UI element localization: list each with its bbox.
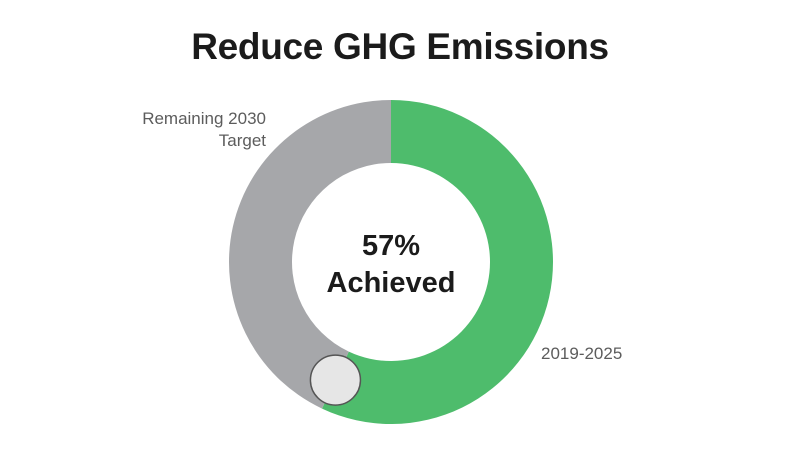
center-percent: 57% [361,230,421,262]
progress-end-marker [309,354,362,406]
achieved-period-label: 2019-2025 [541,344,623,363]
chart-title: Reduce GHG Emissions [191,26,609,67]
center-label: 57% Achieved [291,228,491,302]
slice-achieved [322,100,553,424]
remaining-target-label: Remaining 2030 Target [142,109,266,150]
slice-remaining [229,99,391,409]
center-caption: Achieved [326,267,456,299]
